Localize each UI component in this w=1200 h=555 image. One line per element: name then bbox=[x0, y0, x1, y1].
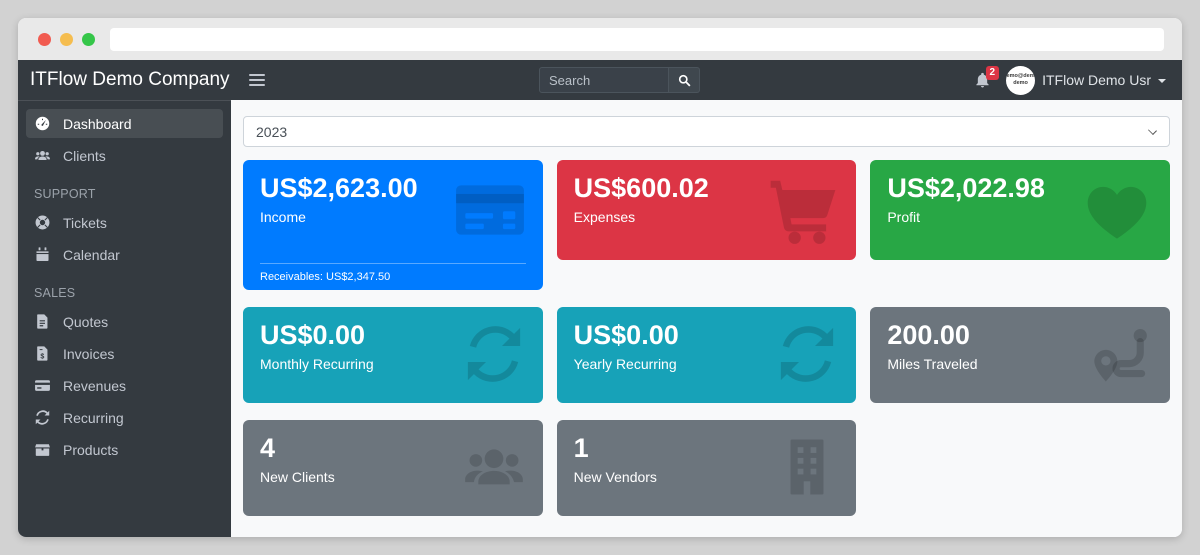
card-label: Profit bbox=[887, 209, 921, 226]
file-lines-icon bbox=[34, 313, 51, 330]
sidebar-item-label: Quotes bbox=[63, 313, 109, 330]
shopping-cart-icon bbox=[766, 173, 840, 247]
sidebar-item-dashboard[interactable]: Dashboard bbox=[26, 109, 223, 138]
sidebar-section-support: SUPPORT bbox=[34, 187, 96, 201]
file-invoice-dollar-icon: $ bbox=[34, 345, 51, 362]
sidebar-section-sales: SALES bbox=[34, 286, 76, 300]
maximize-window-button[interactable] bbox=[82, 32, 95, 46]
hamburger-menu-button[interactable] bbox=[247, 70, 267, 90]
card-label: Expenses bbox=[573, 209, 636, 226]
sidebar-item-label: Recurring bbox=[63, 409, 124, 426]
notifications-button[interactable]: 2 bbox=[974, 66, 1000, 89]
svg-text:$: $ bbox=[40, 352, 44, 360]
card-value: US$600.02 bbox=[573, 173, 709, 203]
card-label: Miles Traveled bbox=[887, 356, 978, 373]
close-window-button[interactable] bbox=[38, 32, 51, 46]
window-controls bbox=[38, 32, 95, 46]
miles-traveled-card[interactable]: 200.00 Miles Traveled bbox=[870, 307, 1170, 403]
sidebar: ITFlow Demo Company Dashboard Clients SU… bbox=[18, 60, 231, 537]
sidebar-item-label: Products bbox=[63, 441, 119, 458]
users-icon bbox=[34, 147, 51, 164]
profit-card[interactable]: US$2,022.98 Profit bbox=[870, 160, 1170, 260]
sidebar-item-recurring[interactable]: Recurring bbox=[26, 403, 223, 432]
sidebar-item-label: Tickets bbox=[63, 214, 107, 231]
select-chevron-icon bbox=[1148, 126, 1157, 135]
sync-icon bbox=[34, 409, 51, 426]
monthly-recurring-card[interactable]: US$0.00 Monthly Recurring bbox=[243, 307, 543, 403]
tachometer-icon bbox=[34, 115, 51, 132]
browser-window: ITFlow Demo Company Dashboard Clients SU… bbox=[18, 18, 1182, 537]
browser-chrome bbox=[18, 18, 1182, 60]
income-card[interactable]: US$2,623.00 Income Receivables: US$2,347… bbox=[243, 160, 543, 290]
sidebar-item-label: Clients bbox=[63, 147, 106, 164]
user-name: ITFlow Demo Usr bbox=[1042, 72, 1151, 88]
card-value: 200.00 bbox=[887, 320, 970, 350]
sync-icon bbox=[774, 321, 840, 387]
avatar-text-line2: demo bbox=[1013, 80, 1028, 86]
card-value: US$0.00 bbox=[573, 320, 679, 350]
card-label: Yearly Recurring bbox=[573, 356, 677, 373]
sidebar-item-label: Dashboard bbox=[63, 115, 132, 132]
brand-title: ITFlow Demo Company bbox=[18, 60, 231, 101]
search-input[interactable] bbox=[539, 67, 669, 93]
search-button[interactable] bbox=[669, 67, 700, 93]
sidebar-item-quotes[interactable]: Quotes bbox=[26, 307, 223, 336]
users-icon bbox=[461, 434, 527, 500]
search-group bbox=[539, 67, 700, 93]
new-clients-card[interactable]: 4 New Clients bbox=[243, 420, 543, 516]
avatar: demo@demo demo bbox=[1006, 65, 1036, 95]
sidebar-item-invoices[interactable]: $ Invoices bbox=[26, 339, 223, 368]
card-label: Monthly Recurring bbox=[260, 356, 374, 373]
card-label: Income bbox=[260, 209, 306, 226]
building-icon bbox=[774, 434, 840, 500]
route-icon bbox=[1088, 321, 1154, 387]
calendar-icon bbox=[34, 246, 51, 263]
card-value: US$2,022.98 bbox=[887, 173, 1045, 203]
yearly-recurring-card[interactable]: US$0.00 Yearly Recurring bbox=[556, 307, 857, 403]
sidebar-item-label: Revenues bbox=[63, 377, 127, 394]
top-navbar: 2 demo@demo demo ITFlow Demo Usr bbox=[231, 60, 1182, 100]
sidebar-item-tickets[interactable]: Tickets bbox=[26, 208, 223, 237]
avatar-text-line1: demo@demo bbox=[1006, 72, 1035, 79]
card-label: New Clients bbox=[260, 469, 335, 486]
sidebar-item-calendar[interactable]: Calendar bbox=[26, 240, 223, 269]
sidebar-item-clients[interactable]: Clients bbox=[26, 141, 223, 170]
credit-card-icon bbox=[34, 377, 51, 394]
search-icon bbox=[678, 74, 691, 87]
stat-cards-grid: US$2,623.00 Income Receivables: US$2,347… bbox=[243, 160, 1170, 516]
sidebar-nav: Dashboard Clients SUPPORT Tickets bbox=[18, 101, 231, 475]
year-select[interactable]: 2023 bbox=[243, 116, 1170, 147]
life-ring-icon bbox=[34, 214, 51, 231]
box-icon bbox=[34, 441, 51, 458]
card-value: 4 bbox=[260, 433, 276, 463]
expenses-card[interactable]: US$600.02 Expenses bbox=[556, 160, 857, 260]
heart-icon bbox=[1080, 173, 1154, 247]
minimize-window-button[interactable] bbox=[60, 32, 73, 46]
card-value: US$2,623.00 bbox=[260, 173, 418, 203]
year-select-value: 2023 bbox=[256, 123, 288, 140]
notification-count-badge: 2 bbox=[985, 66, 1000, 80]
sidebar-item-revenues[interactable]: Revenues bbox=[26, 371, 223, 400]
address-bar[interactable] bbox=[110, 27, 1164, 51]
card-value: 1 bbox=[573, 433, 589, 463]
new-vendors-card[interactable]: 1 New Vendors bbox=[556, 420, 857, 516]
card-footer: Receivables: US$2,347.50 bbox=[260, 263, 526, 283]
credit-card-icon bbox=[453, 173, 527, 247]
card-value: US$0.00 bbox=[260, 320, 366, 350]
chevron-down-icon bbox=[1158, 79, 1166, 83]
sync-icon bbox=[461, 321, 527, 387]
sidebar-item-label: Calendar bbox=[63, 246, 120, 263]
dashboard-main: 2023 US$2,623.00 Income Receivables: US$… bbox=[231, 100, 1182, 537]
user-menu[interactable]: demo@demo demo ITFlow Demo Usr bbox=[1006, 65, 1166, 95]
sidebar-item-label: Invoices bbox=[63, 345, 115, 362]
card-label: New Vendors bbox=[573, 469, 657, 486]
sidebar-item-products[interactable]: Products bbox=[26, 435, 223, 464]
